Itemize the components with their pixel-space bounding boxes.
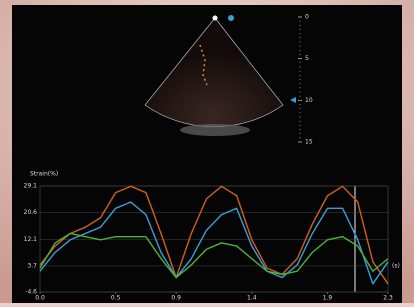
x-tick-label: 0.9 xyxy=(171,295,181,302)
x-tick-label: 1.9 xyxy=(323,295,333,302)
screen: Strain(%) (s) 051015-4.63.712.120.629.10… xyxy=(0,0,414,303)
depth-label: 15 xyxy=(305,139,313,146)
x-tick-label: 0.5 xyxy=(111,295,121,302)
depth-label: 10 xyxy=(305,97,313,104)
page: Strain(%) (s) 051015-4.63.712.120.629.10… xyxy=(0,0,414,303)
chart-title: Strain(%) xyxy=(30,171,58,178)
x-axis-label: (s) xyxy=(392,263,400,270)
y-tick-label: 3.7 xyxy=(27,262,37,269)
echo-bright xyxy=(180,124,250,136)
x-tick-label: 2.3 xyxy=(383,295,393,302)
y-tick-label: 12.1 xyxy=(24,236,38,243)
y-tick-label: 29.1 xyxy=(24,183,38,190)
x-tick-label: 0.0 xyxy=(35,295,45,302)
probe-icon xyxy=(228,15,234,21)
apex-marker xyxy=(213,16,218,21)
depth-label: 5 xyxy=(305,55,309,62)
y-tick-label: 20.6 xyxy=(24,209,38,216)
depth-label: 0 xyxy=(305,14,309,21)
x-tick-label: 1.4 xyxy=(247,295,257,302)
